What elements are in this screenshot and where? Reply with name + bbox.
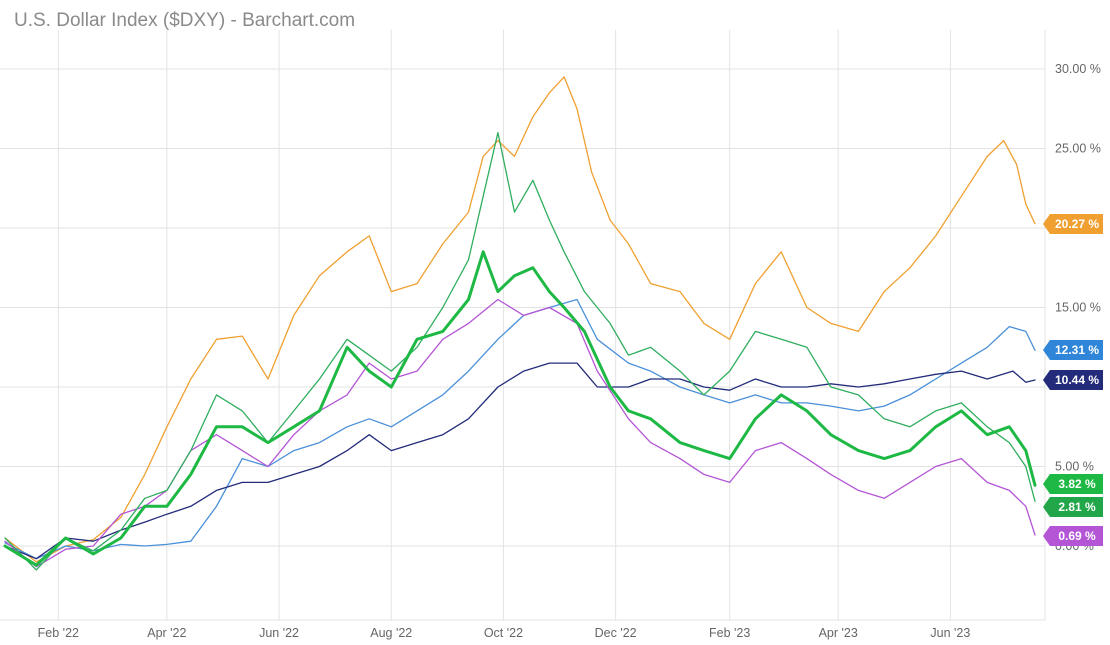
- x-tick-label: Oct '22: [484, 626, 523, 640]
- end-label-tag: [1043, 340, 1103, 360]
- end-label-tag: [1043, 370, 1103, 390]
- grid: [0, 30, 1046, 621]
- x-tick-label: Feb '23: [709, 626, 750, 640]
- x-tick-label: Jun '23: [930, 626, 970, 640]
- chart-title: U.S. Dollar Index ($DXY) - Barchart.com: [14, 10, 356, 31]
- y-tick-label: 30.00 %: [1055, 62, 1101, 76]
- series-line-3: [4, 362, 1036, 560]
- y-tick-label: 15.00 %: [1055, 301, 1101, 315]
- end-label-tag: [1043, 214, 1103, 234]
- x-tick-label: Jun '22: [259, 626, 299, 640]
- end-label-tag: [1043, 497, 1103, 517]
- end-label-text: 2.81 %: [1058, 500, 1096, 514]
- x-axis: Feb '22 Apr '22 Jun '22 Aug '22 Oct '22 Dec '…: [38, 626, 971, 640]
- y-tick-label: 5.00 %: [1055, 460, 1094, 474]
- end-label-tag: [1043, 526, 1103, 546]
- end-label-text: 10.44 %: [1055, 373, 1099, 387]
- end-label-tag: [1043, 474, 1103, 494]
- series-line-2: [4, 298, 1036, 560]
- x-tick-label: Aug '22: [370, 626, 412, 640]
- series-line-4: [4, 298, 1036, 568]
- x-tick-label: Apr '22: [147, 626, 186, 640]
- series-line-6: [3, 250, 1037, 567]
- series-group: [3, 76, 1037, 571]
- end-label-text: 0.69 %: [1058, 529, 1096, 543]
- series-line-1: [4, 76, 1036, 563]
- x-tick-label: Apr '23: [819, 626, 858, 640]
- x-tick-label: Dec '22: [595, 626, 637, 640]
- x-tick-label: Feb '22: [38, 626, 79, 640]
- end-label-text: 12.31 %: [1055, 343, 1099, 357]
- end-label-text: 3.82 %: [1058, 477, 1096, 491]
- end-label-text: 20.27 %: [1055, 217, 1099, 231]
- y-tick-label: 25.00 %: [1055, 142, 1101, 156]
- series-line-5: [4, 131, 1036, 571]
- end-labels: 20.27 % 12.31 % 10.44 % 3.82 % 2.81 % 0.69 %: [1043, 214, 1103, 546]
